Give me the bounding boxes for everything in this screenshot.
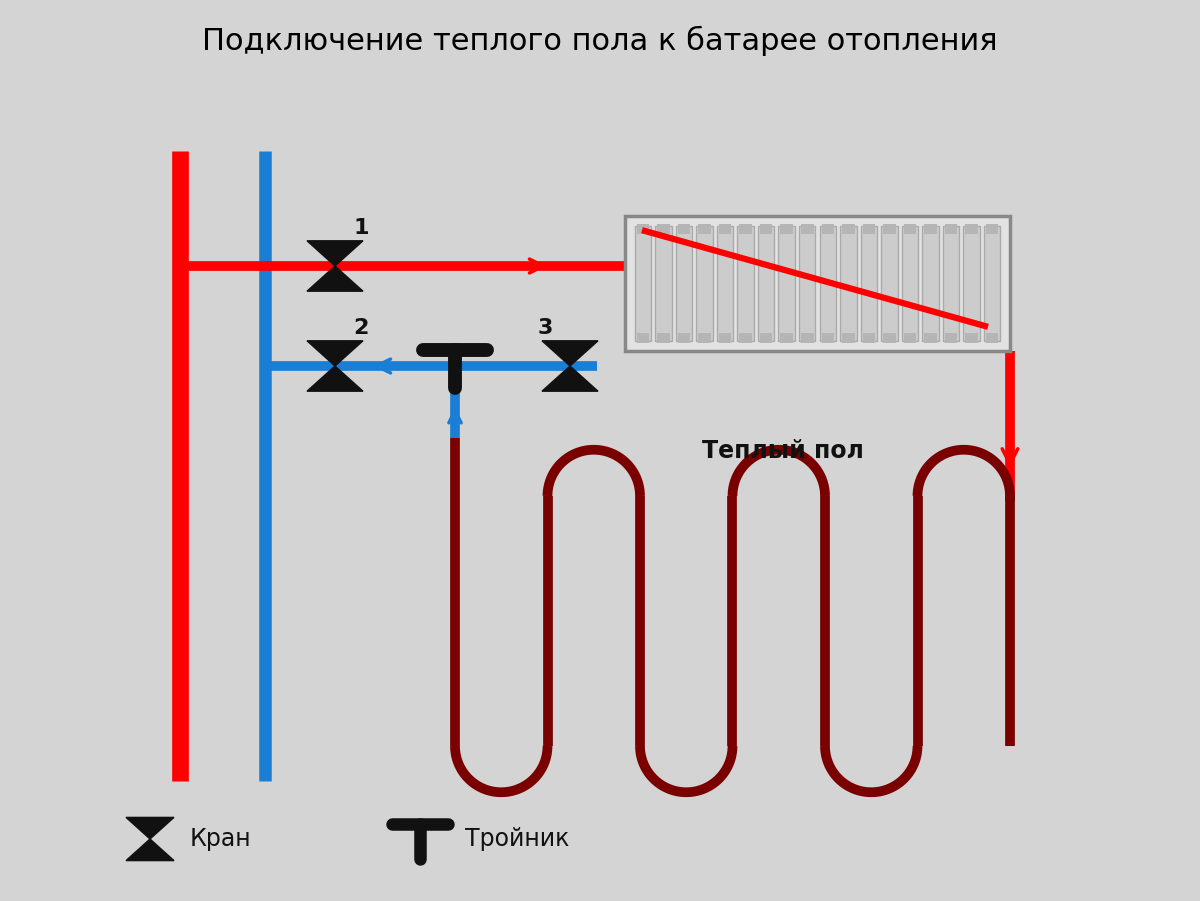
Bar — [719, 224, 731, 234]
Text: Тройник: Тройник — [466, 827, 569, 851]
Bar — [822, 333, 834, 343]
Bar — [635, 226, 652, 341]
Text: Подключение теплого пола к батарее отопления: Подключение теплого пола к батарее отопл… — [202, 26, 998, 56]
Polygon shape — [307, 366, 364, 391]
Bar — [719, 333, 731, 343]
Bar — [780, 333, 793, 343]
Bar — [842, 333, 854, 343]
Bar — [923, 226, 938, 341]
Polygon shape — [542, 341, 598, 366]
Bar — [698, 333, 710, 343]
Bar — [822, 224, 834, 234]
Bar — [986, 333, 998, 343]
Bar — [716, 226, 733, 341]
Bar — [944, 224, 958, 234]
Bar — [636, 333, 649, 343]
Bar — [658, 224, 670, 234]
Bar — [860, 226, 877, 341]
Bar — [800, 224, 814, 234]
Bar — [799, 226, 816, 341]
Bar — [924, 333, 937, 343]
Bar — [676, 226, 692, 341]
Bar — [658, 333, 670, 343]
Bar — [820, 226, 836, 341]
Text: 3: 3 — [538, 318, 553, 338]
Polygon shape — [126, 817, 174, 839]
Polygon shape — [307, 266, 364, 291]
Text: Теплый пол: Теплый пол — [702, 439, 864, 463]
Bar — [678, 224, 690, 234]
Polygon shape — [307, 341, 364, 366]
Bar — [696, 226, 713, 341]
Text: 2: 2 — [353, 318, 368, 338]
Polygon shape — [126, 839, 174, 860]
Bar — [840, 226, 857, 341]
Bar — [842, 224, 854, 234]
Bar — [904, 333, 917, 343]
Bar — [883, 333, 895, 343]
Bar — [901, 226, 918, 341]
Bar — [800, 333, 814, 343]
Bar — [965, 333, 978, 343]
Bar — [883, 224, 895, 234]
Polygon shape — [307, 241, 364, 266]
Bar — [625, 216, 1010, 351]
Bar — [636, 224, 649, 234]
Bar — [943, 226, 959, 341]
Bar — [760, 224, 773, 234]
Bar — [965, 224, 978, 234]
Bar — [739, 333, 752, 343]
Bar — [780, 224, 793, 234]
Bar — [760, 333, 773, 343]
Bar — [924, 224, 937, 234]
Bar — [881, 226, 898, 341]
Bar — [863, 224, 875, 234]
Bar — [944, 333, 958, 343]
Polygon shape — [542, 366, 598, 391]
Bar — [737, 226, 754, 341]
Bar — [904, 224, 917, 234]
Bar — [863, 333, 875, 343]
Bar — [655, 226, 672, 341]
Bar — [779, 226, 794, 341]
Bar — [986, 224, 998, 234]
Text: 1: 1 — [353, 218, 368, 238]
Bar — [984, 226, 1001, 341]
Bar — [739, 224, 752, 234]
Bar — [758, 226, 774, 341]
Text: Кран: Кран — [190, 827, 252, 851]
Bar — [698, 224, 710, 234]
Bar — [964, 226, 980, 341]
Bar — [678, 333, 690, 343]
